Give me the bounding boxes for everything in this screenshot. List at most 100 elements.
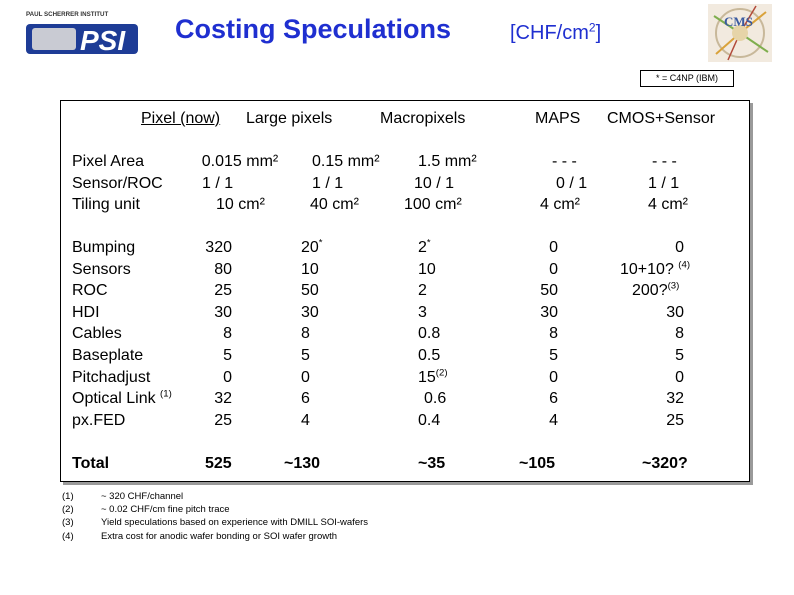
total-cmos-sensor: ~320? xyxy=(642,455,688,472)
spec-col-cmos-sensor: - - - 1 / 1 4 cm² xyxy=(648,151,728,216)
spec-col-large-pixels: 0.15 mm² 1 / 1 40 cm² xyxy=(306,151,402,216)
cell: 4 xyxy=(301,411,310,429)
cell: 200?(3) xyxy=(632,280,680,300)
footnote-numbers: (1) (2) (3) (4) xyxy=(62,490,74,543)
row-label: Sensors xyxy=(72,260,131,278)
footnote-number: (4) xyxy=(62,530,74,542)
total-pixel-now: 525 xyxy=(205,455,232,472)
cell: - - - xyxy=(552,153,577,170)
row-label: Bumping xyxy=(72,239,136,256)
row-label: Pitchadjust xyxy=(72,368,151,386)
cell: 5 xyxy=(549,346,558,364)
cell: 30 xyxy=(540,303,558,321)
total-maps: ~105 xyxy=(519,455,556,472)
total-label: Total xyxy=(72,455,110,472)
footnote-text: Extra cost for anodic wafer bonding or S… xyxy=(101,530,338,542)
row-label: Tiling unit xyxy=(72,196,140,214)
cell: 40 cm² xyxy=(310,196,359,214)
cell: 0.6 xyxy=(424,390,447,408)
row-label: Cables xyxy=(72,325,122,343)
psi-logo-caption: PAUL SCHERRER INSTITUT xyxy=(26,11,108,18)
cell: 1.5 mm² xyxy=(418,153,477,170)
row-label: Pixel Area xyxy=(72,153,145,170)
row-label: Sensor/ROC xyxy=(72,174,163,192)
page-title: Costing Speculations xyxy=(175,14,452,44)
cell: 1 / 1 xyxy=(202,174,234,192)
cell: 2* xyxy=(418,237,431,256)
cell: 5 xyxy=(223,346,232,364)
total-macropixels: ~35 xyxy=(418,455,446,472)
cell: 30 xyxy=(666,303,684,321)
cell: - - - xyxy=(652,153,677,170)
cell: 0.4 xyxy=(418,411,441,429)
total-large-pixels: ~130 xyxy=(284,455,321,472)
cell: 3 xyxy=(418,303,427,321)
cell: 25 xyxy=(666,411,684,429)
column-header-macropixels: Macropixels xyxy=(380,110,466,127)
cell: 8 xyxy=(549,325,558,343)
cell: 25 xyxy=(214,411,232,429)
cell: 30 xyxy=(301,303,319,321)
cell: 1 / 1 xyxy=(648,174,680,192)
cell: 0 xyxy=(301,368,310,386)
cell: 6 xyxy=(549,390,558,408)
column-header-maps: MAPS xyxy=(535,110,581,127)
cell: 25 xyxy=(214,282,232,300)
cell: 32 xyxy=(666,390,684,408)
cell: 0 xyxy=(223,368,232,386)
cell: 2 xyxy=(418,282,427,300)
cell: 8 xyxy=(675,325,684,343)
row-label: HDI xyxy=(72,303,100,321)
spec-col-macropixels: 1.5 mm² 10 / 1 100 cm² xyxy=(404,151,500,216)
cost-col-cmos-sensor: 0 10+10? (4) 200?(3) 30 8 5 0 32 25 xyxy=(620,237,690,431)
cell: 50 xyxy=(540,282,558,300)
footnote-number: (1) xyxy=(62,491,74,502)
cell: 0 xyxy=(549,239,558,256)
psi-logo-text: PSI xyxy=(80,25,126,56)
column-header-large-pixels: Large pixels xyxy=(246,110,333,127)
cell: 32 xyxy=(214,390,232,408)
footnote-text: ~ 0.02 CHF/cm fine pitch trace xyxy=(101,504,230,516)
footnote-number: (2) xyxy=(62,504,74,516)
cell: 10 xyxy=(301,260,319,278)
cell: 30 xyxy=(214,303,232,321)
cell: 10+10? (4) xyxy=(620,259,691,278)
cell: 4 cm² xyxy=(540,196,580,214)
spec-col-pixel-now: 0.015 mm² 1 / 1 10 cm² xyxy=(192,151,288,216)
cell: 15(2) xyxy=(418,367,448,386)
cost-labels: Bumping Sensors ROC HDI Cables Baseplate… xyxy=(72,237,172,431)
cell: 10 xyxy=(418,260,436,278)
cell: 10 / 1 xyxy=(414,174,455,192)
psi-logo: PAUL SCHERRER INSTITUT PSI xyxy=(24,8,144,58)
footnote-texts: ~ 320 CHF/channel ~ 0.02 CHF/cm fine pit… xyxy=(101,490,368,543)
cell: 1 / 1 xyxy=(312,174,344,192)
cost-col-macropixels: 2* 10 2 3 0.8 0.5 15(2) 0.6 0.4 xyxy=(418,237,448,431)
cell: 5 xyxy=(675,346,684,364)
cell: 320 xyxy=(205,239,232,256)
row-label: Baseplate xyxy=(72,346,144,364)
cell: 0 xyxy=(675,368,684,386)
cms-logo: CMS xyxy=(708,4,772,62)
row-label: ROC xyxy=(72,282,108,300)
c4np-note: * = C4NP (IBM) xyxy=(640,70,734,87)
cell: 4 xyxy=(549,411,558,429)
footnote-text: ~ 320 CHF/channel xyxy=(101,491,184,502)
cell: 0.8 xyxy=(418,325,441,343)
unit-label: [CHF/cm2] xyxy=(510,20,602,44)
table-frame xyxy=(60,100,750,482)
spec-labels: Pixel Area Sensor/ROC Tiling unit xyxy=(72,151,163,216)
cell: 100 cm² xyxy=(404,196,462,214)
footnote-number: (3) xyxy=(62,517,74,529)
cell: 5 xyxy=(301,346,310,364)
row-label-optical-link: Optical Link (1) xyxy=(72,388,172,408)
cost-col-pixel-now: 320 80 25 30 8 5 0 32 25 xyxy=(190,237,232,431)
cell: 0.015 mm² xyxy=(201,153,279,170)
column-header-pixel-now: Pixel (now) xyxy=(141,110,221,127)
cell: 6 xyxy=(301,390,310,408)
column-header-cmos-sensor: CMOS+Sensor xyxy=(607,110,716,127)
cell: 4 cm² xyxy=(648,196,688,214)
cell: 8 xyxy=(223,325,232,343)
cms-logo-text: CMS xyxy=(724,14,753,29)
cell: 20* xyxy=(301,237,323,256)
cell: 50 xyxy=(301,282,319,300)
